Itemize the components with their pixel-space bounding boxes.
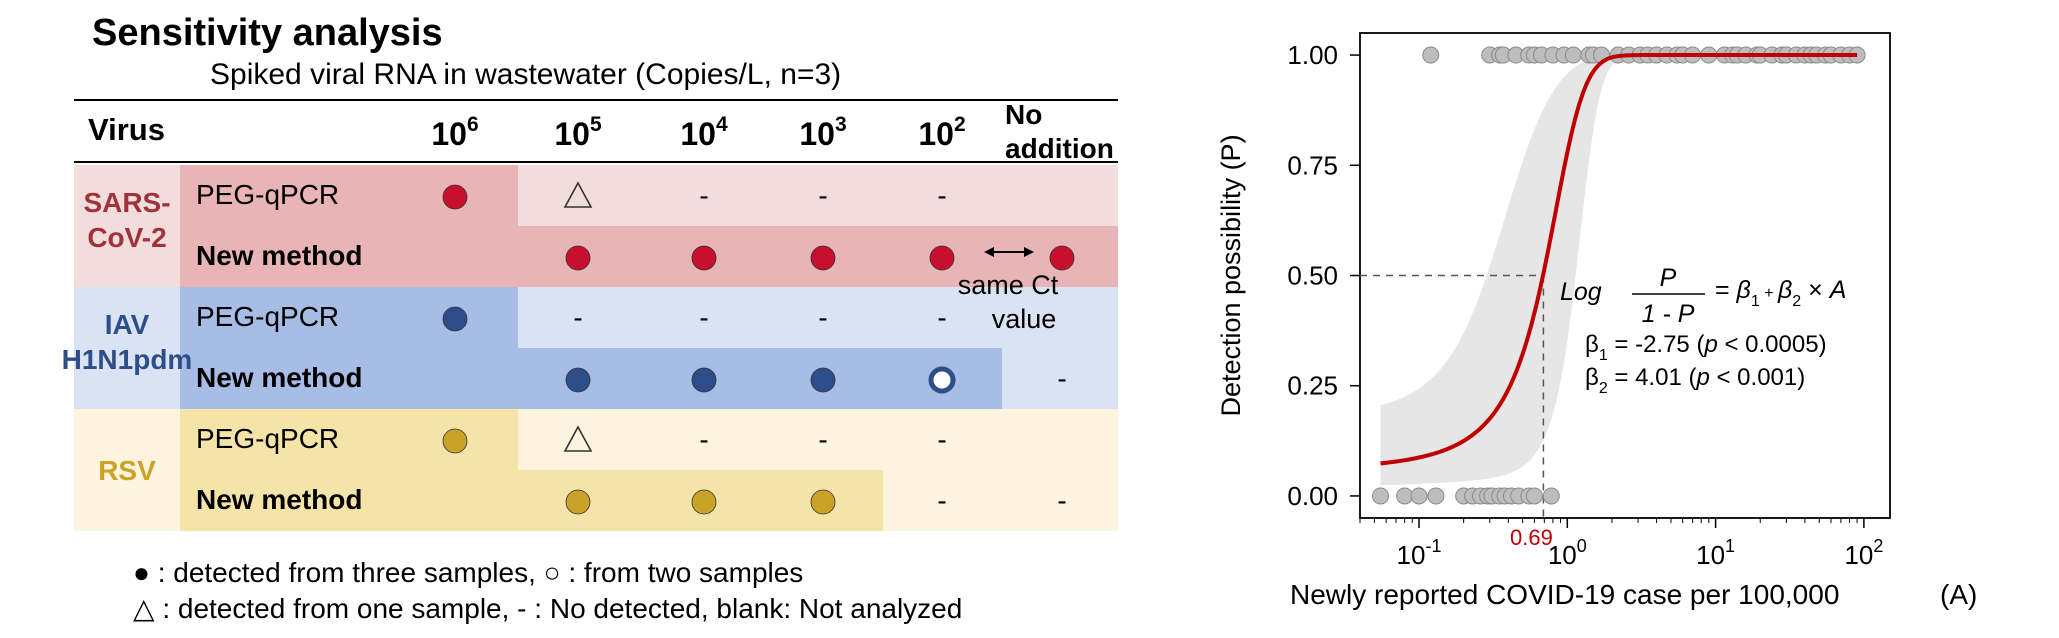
not-detected-mark: - — [699, 302, 708, 333]
header-concentration: 102 — [918, 113, 965, 152]
detected-three-marker — [565, 367, 591, 393]
virus-label: IAV — [105, 309, 150, 340]
not-detected-mark: - — [818, 302, 827, 333]
data-point-positive — [1422, 46, 1440, 64]
x-tick-label: 101 — [1696, 536, 1735, 570]
equation-log: Log — [1560, 278, 1602, 306]
detected-two-marker — [928, 366, 956, 394]
legend-one-sample: △ : detected from one sample, - : No det… — [133, 592, 962, 625]
detected-three-marker — [810, 489, 836, 515]
y-tick-label: 0.00 — [1287, 481, 1338, 511]
not-detected-mark: - — [699, 180, 708, 211]
virus-label: H1N1pdm — [62, 344, 193, 375]
detected-three-marker — [691, 489, 717, 515]
logistic-curve — [1380, 53, 1858, 466]
not-detected-mark: - — [699, 424, 708, 455]
virus-label-cell — [74, 165, 180, 287]
detected-three-marker — [691, 245, 717, 271]
not-detected-mark: - — [937, 485, 946, 516]
triangle-icon: △ — [133, 593, 155, 624]
data-point-negative — [1410, 487, 1428, 505]
arrow-head-left — [984, 247, 994, 257]
legend-three-samples-text: : detected from three samples, ○ : from … — [157, 557, 804, 588]
data-point-negative — [1427, 487, 1445, 505]
x-tick-label: 102 — [1844, 536, 1883, 570]
detected-three-marker — [691, 367, 717, 393]
detected-three-marker — [810, 367, 836, 393]
detected-three-marker — [442, 428, 468, 454]
equation-denominator: 1 - P — [1642, 300, 1695, 328]
legend-three-samples: ● : detected from three samples, ○ : fro… — [133, 557, 803, 589]
detected-three-marker — [565, 489, 591, 515]
y-axis-label: Detection possibility (P) — [1216, 134, 1246, 416]
header-no-addition: No — [1005, 99, 1042, 130]
row-highlight — [180, 226, 1118, 287]
arrow-head-right — [1024, 247, 1034, 257]
row-highlight — [180, 470, 883, 531]
virus-label: SARS- — [83, 187, 170, 218]
confidence-band — [1380, 55, 1858, 486]
equation-numerator: P — [1660, 264, 1677, 292]
not-detected-mark: - — [1057, 363, 1066, 394]
beta1-estimate: β1 = -2.75 (p < 0.0005) — [1585, 331, 1827, 364]
x-axis-label-suffix: (A) — [1940, 579, 1977, 610]
data-point-negative — [1372, 487, 1390, 505]
detected-one-marker — [563, 181, 593, 208]
threshold-label: 0.69 — [1510, 525, 1553, 550]
not-detected-mark: - — [818, 424, 827, 455]
table-subtitle: Spiked viral RNA in wastewater (Copies/L… — [210, 58, 842, 91]
method-label: New method — [196, 484, 362, 515]
y-tick-label: 0.75 — [1287, 150, 1338, 180]
header-concentration: 105 — [554, 113, 602, 152]
legend-one-sample-text: : detected from one sample, - : No detec… — [162, 593, 963, 624]
detected-three-marker — [810, 245, 836, 271]
data-point-negative — [1542, 487, 1560, 505]
not-detected-mark: - — [937, 180, 946, 211]
not-detected-mark: - — [818, 180, 827, 211]
method-label: PEG-qPCR — [196, 301, 339, 332]
data-point-negative — [1396, 487, 1414, 505]
x-tick-label: 100 — [1548, 536, 1587, 570]
virus-label: RSV — [98, 455, 156, 486]
header-concentration: 106 — [431, 113, 478, 152]
annotation-value: value — [992, 304, 1057, 334]
virus-label: CoV-2 — [87, 222, 166, 253]
equation-rhs: = β1 + β2 × A — [1715, 276, 1846, 310]
y-tick-label: 0.25 — [1287, 371, 1338, 401]
beta2-estimate: β2 = 4.01 (p < 0.001) — [1585, 364, 1805, 397]
detected-three-marker — [565, 245, 591, 271]
method-label: PEG-qPCR — [196, 179, 339, 210]
detected-three-marker — [442, 306, 468, 332]
y-tick-label: 1.00 — [1287, 40, 1338, 70]
method-label: New method — [196, 240, 362, 271]
detected-one-marker — [563, 425, 593, 452]
x-axis-label: Newly reported COVID-19 case per 100,000 — [1290, 579, 1839, 610]
not-detected-mark: - — [937, 424, 946, 455]
not-detected-mark: - — [1057, 485, 1066, 516]
virus-label-cell — [74, 287, 180, 409]
row-highlight — [180, 348, 1002, 409]
virus-label-cell — [74, 409, 180, 531]
not-detected-mark: - — [573, 302, 582, 333]
detected-three-marker — [929, 245, 955, 271]
header-concentration: 103 — [799, 113, 846, 152]
header-virus: Virus — [88, 112, 165, 147]
filled-circle-icon: ● — [133, 557, 150, 588]
detected-three-marker — [442, 184, 468, 210]
not-detected-mark: - — [937, 302, 946, 333]
logistic-plot: 0.00 0.25 0.50 0.75 1.00 10-1 100 101 102 0.69 Det… — [1216, 32, 1977, 610]
annotation-same-ct: same Ct — [958, 270, 1059, 300]
y-tick-label: 0.50 — [1287, 261, 1338, 291]
x-tick-label: 10-1 — [1397, 536, 1442, 570]
method-label: PEG-qPCR — [196, 423, 339, 454]
table-title: Sensitivity analysis — [92, 12, 443, 54]
header-concentration: 104 — [680, 113, 728, 152]
data-point-positive — [1564, 46, 1582, 64]
method-label: New method — [196, 362, 362, 393]
data-point-negative — [1525, 487, 1543, 505]
detected-three-marker — [1049, 245, 1075, 271]
header-no-addition: addition — [1005, 133, 1114, 164]
